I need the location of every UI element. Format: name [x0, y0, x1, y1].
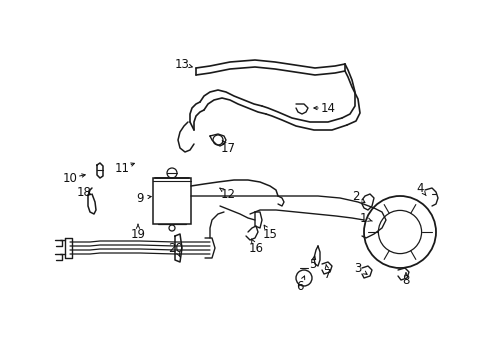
Text: 6: 6 [296, 279, 303, 292]
Text: 17: 17 [220, 141, 235, 154]
Text: 9: 9 [136, 192, 143, 204]
Text: 14: 14 [320, 102, 335, 114]
Text: 3: 3 [354, 261, 361, 274]
Text: 5: 5 [309, 257, 316, 270]
Text: 12: 12 [220, 188, 235, 201]
Text: 19: 19 [130, 228, 145, 240]
Text: 13: 13 [174, 58, 189, 71]
Text: 18: 18 [77, 185, 91, 198]
Text: 11: 11 [114, 162, 129, 175]
Text: 4: 4 [415, 181, 423, 194]
Bar [153, 178, 191, 224]
Text: 1: 1 [359, 211, 366, 225]
Text: 20: 20 [168, 242, 183, 255]
Text: 8: 8 [402, 274, 409, 287]
Text: 2: 2 [351, 189, 359, 202]
Text: 16: 16 [248, 242, 263, 255]
Text: 7: 7 [324, 267, 331, 280]
Text: 10: 10 [62, 171, 77, 184]
Text: 15: 15 [262, 228, 277, 240]
